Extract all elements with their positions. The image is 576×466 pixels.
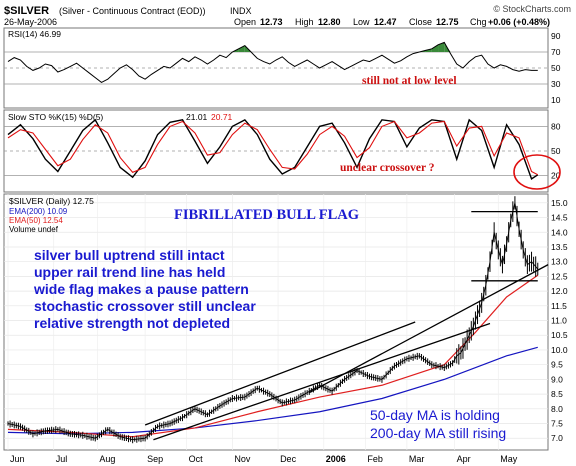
stochastic-d-value: 20.71 <box>211 112 233 122</box>
annotation-bullet-4: stochastic crossover still unclear <box>34 298 256 314</box>
rsi-overbought-fill <box>238 45 245 52</box>
stochastic-legend: Slow STO %K(15) %D(5) <box>8 112 103 122</box>
open-value: 12.73 <box>260 17 283 27</box>
close-label: Close <box>409 17 432 27</box>
price-tick-label: 8.0 <box>551 404 563 414</box>
annotation-bullet-5: relative strength not depleted <box>34 315 230 331</box>
stochastic-tick-label: 20 <box>551 171 561 181</box>
exchange: INDX <box>230 6 252 16</box>
stochastic-k-line <box>7 118 539 180</box>
month-label: May <box>500 454 518 464</box>
price-chart-title: FIBRILLATED BULL FLAG <box>174 207 359 223</box>
rsi-tick-label: 50 <box>551 63 561 73</box>
chg-value: +0.06 (+0.48%) <box>488 17 550 27</box>
price-legend-ema200: EMA(200) 10.09 <box>9 207 68 216</box>
price-tick-label: 13.5 <box>551 242 568 252</box>
month-label: Jun <box>10 454 25 464</box>
price-tick-label: 9.5 <box>551 360 563 370</box>
ma-note-2: 200-day MA still rising <box>370 425 506 441</box>
close-value: 12.75 <box>436 17 459 27</box>
ema50-line <box>7 274 539 438</box>
price-tick-label: 11.5 <box>551 301 567 311</box>
trend-line <box>144 321 416 426</box>
price-tick-label: 7.5 <box>551 419 563 429</box>
month-label: Mar <box>409 454 425 464</box>
month-label: Dec <box>280 454 297 464</box>
trend-line <box>308 264 549 394</box>
rsi-tick-label: 10 <box>551 95 561 105</box>
price-tick-label: 10.0 <box>551 345 568 355</box>
high-value: 12.80 <box>318 17 341 27</box>
price-tick-label: 10.5 <box>551 330 568 340</box>
stochastic-tick-label: 50 <box>551 146 561 156</box>
price-tick-label: 12.0 <box>551 286 568 296</box>
description: (Silver - Continuous Contract (EOD)) <box>59 6 206 16</box>
price-tick-label: 8.5 <box>551 389 563 399</box>
rsi-overbought-fill <box>431 44 439 52</box>
stochastic-layer: 80 50 20 <box>4 118 561 181</box>
month-label: Apr <box>457 454 471 464</box>
stochastic-d-line <box>7 120 539 176</box>
chg-label: Chg <box>470 17 487 27</box>
date: 26-May-2006 <box>4 17 57 27</box>
price-legend-ema50: EMA(50) 12.54 <box>9 216 63 225</box>
stochastic-annotation: unclear crossover ? <box>340 162 435 174</box>
ma-note-1: 50-day MA is holding <box>370 407 500 423</box>
month-label: Nov <box>234 454 251 464</box>
price-tick-label: 9.0 <box>551 374 563 384</box>
price-tick-label: 13.0 <box>551 257 568 267</box>
price-legend-volume: Volume undef <box>9 225 59 234</box>
high-label: High <box>295 17 314 27</box>
rsi-legend: RSI(14) 46.99 <box>8 29 61 39</box>
price-tick-label: 14.5 <box>551 213 568 223</box>
price-tick-label: 11.0 <box>551 316 567 326</box>
low-label: Low <box>353 17 370 27</box>
price-panel <box>3 193 549 451</box>
stochastic-tick-label: 80 <box>551 121 561 131</box>
annotation-bullet-3: wide flag makes a pause pattern <box>33 281 249 297</box>
watermark: © StockCharts.com <box>493 4 571 14</box>
annotation-bullet-2: upper rail trend line has held <box>34 264 225 280</box>
price-legend-symbol: $SILVER (Daily) 12.75 <box>9 196 94 206</box>
rsi-overbought-fill <box>438 42 445 52</box>
month-label: 2006 <box>326 454 346 464</box>
price-tick-label: 7.0 <box>551 433 563 443</box>
annotation-bullet-1: silver bull uptrend still intact <box>34 247 225 263</box>
price-tick-label: 14.0 <box>551 227 568 237</box>
rsi-line <box>7 41 538 83</box>
month-label: Jul <box>56 454 68 464</box>
rsi-tick-label: 30 <box>551 79 561 89</box>
symbol: $SILVER <box>4 5 49 17</box>
rsi-annotation: still not at low level <box>362 75 457 87</box>
month-label: Oct <box>189 454 204 464</box>
rsi-tick-label: 70 <box>551 47 561 57</box>
crossover-circle <box>513 154 561 190</box>
price-tick-label: 12.5 <box>551 271 568 281</box>
month-label: Feb <box>367 454 383 464</box>
stochastic-k-value: 21.01 <box>186 112 208 122</box>
price-tick-label: 15.0 <box>551 198 568 208</box>
low-value: 12.47 <box>374 17 397 27</box>
price-line <box>7 202 539 441</box>
price-layer: 15.0 14.5 14.0 13.5 13.0 12.5 12.0 11.5 11.0 10.5… <box>4 194 568 464</box>
open-label: Open <box>234 17 256 27</box>
rsi-tick-label: 90 <box>551 31 561 41</box>
month-label: Aug <box>99 454 115 464</box>
trend-line <box>153 322 491 441</box>
rsi-layer: 90 70 50 30 10 <box>4 31 561 105</box>
month-label: Sep <box>147 454 163 464</box>
